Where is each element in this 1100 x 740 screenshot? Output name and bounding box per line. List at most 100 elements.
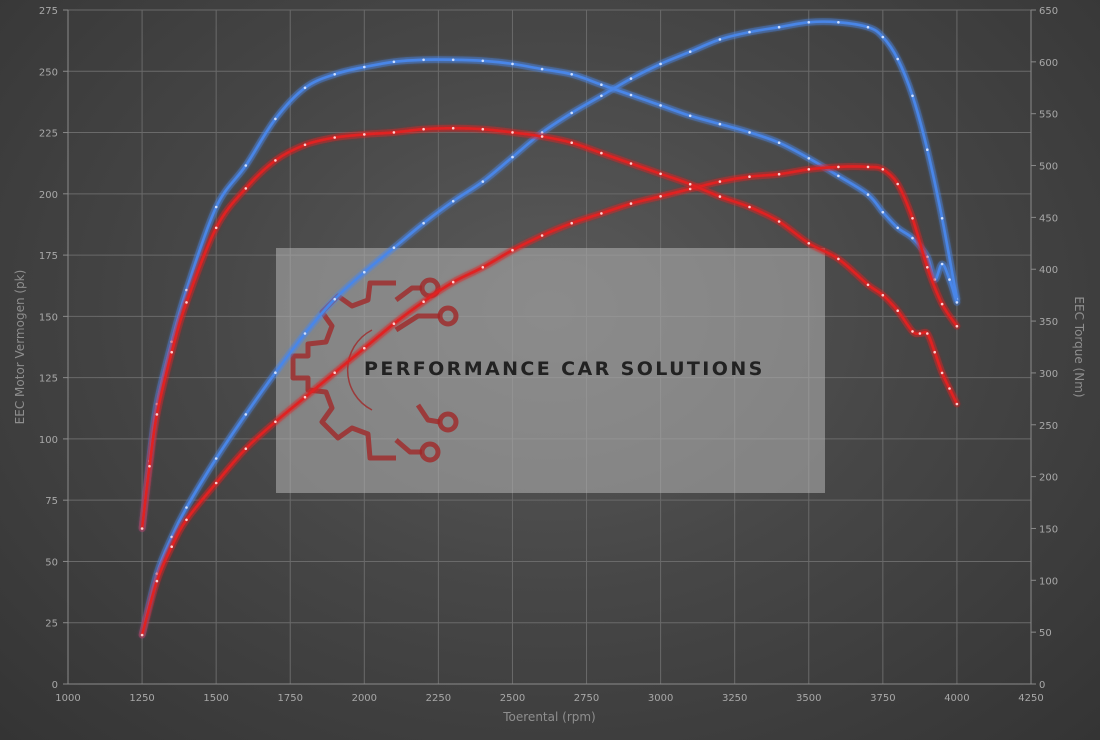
series-point <box>155 579 159 583</box>
circuit-line-3 <box>415 403 441 425</box>
y-left-axis-title: EEC Motor Vermogen (pk) <box>13 270 27 425</box>
y-right-tick-label: 450 <box>1039 213 1058 224</box>
y-left-tick-label: 225 <box>39 129 58 140</box>
series-point <box>600 212 603 215</box>
series-point <box>881 35 885 39</box>
series-point <box>748 30 751 34</box>
series-point <box>451 280 455 284</box>
series-point <box>422 221 425 225</box>
series-point <box>170 535 173 539</box>
series-2-power-red <box>138 163 961 639</box>
series-point <box>629 162 633 165</box>
y-right-tick-label: 250 <box>1039 421 1058 432</box>
series-point <box>718 195 722 198</box>
series-point <box>185 288 188 292</box>
series-point <box>244 447 248 451</box>
y-left-tick-label: 125 <box>39 374 58 385</box>
series-point <box>748 131 751 134</box>
series-point <box>333 371 337 375</box>
series-point <box>866 25 870 29</box>
series-point <box>948 278 951 281</box>
series-point <box>185 301 188 304</box>
series-point <box>540 135 544 138</box>
series-point <box>911 94 914 98</box>
series-point <box>777 141 781 144</box>
x-tick-label: 2750 <box>574 693 599 704</box>
y-right-tick-label: 550 <box>1039 110 1058 121</box>
series-point <box>481 59 485 63</box>
circuit-line-2 <box>394 313 440 333</box>
series-point <box>303 395 307 399</box>
series-point <box>155 402 159 406</box>
series-point <box>214 226 218 230</box>
series-point <box>933 278 936 281</box>
series-point <box>303 86 307 90</box>
series-point <box>896 57 899 61</box>
x-tick-label: 3500 <box>796 693 821 704</box>
x-tick-label: 1250 <box>129 693 154 704</box>
y-right-tick-label: 0 <box>1039 680 1045 691</box>
series-point <box>688 182 692 186</box>
x-tick-label: 3750 <box>870 693 895 704</box>
series-point <box>363 346 366 350</box>
y-left-tick-label: 50 <box>45 557 58 568</box>
series-point <box>155 572 159 575</box>
series-point <box>688 114 692 118</box>
series-point <box>629 93 633 97</box>
y-right-tick-label: 400 <box>1039 265 1058 276</box>
series-point <box>392 246 396 249</box>
y-left-tick-label: 100 <box>39 435 58 446</box>
series-point <box>540 131 544 134</box>
y-left-tick-label: 25 <box>45 619 58 630</box>
series-point <box>777 172 781 176</box>
series-point <box>940 371 944 375</box>
y-right-tick-label: 650 <box>1039 6 1058 17</box>
series-point <box>600 151 603 155</box>
series-point <box>392 322 396 326</box>
series-point <box>170 545 173 548</box>
y-left-tick-label: 75 <box>45 496 58 507</box>
x-tick-label: 1750 <box>278 693 303 704</box>
series-point <box>511 62 514 66</box>
x-tick-label: 3250 <box>722 693 747 704</box>
series-point <box>148 464 151 468</box>
gear-outline <box>290 280 396 461</box>
series-point <box>659 195 662 198</box>
series-point <box>896 182 899 186</box>
series-point <box>807 242 811 245</box>
series-point <box>896 309 899 313</box>
series-point <box>274 420 277 424</box>
series-point <box>600 83 603 86</box>
series-point <box>748 205 751 209</box>
series-point <box>718 180 722 183</box>
series-point <box>185 518 188 522</box>
series-point <box>481 266 485 269</box>
series-point <box>955 301 959 304</box>
series-point <box>303 332 307 335</box>
series-point <box>926 255 929 259</box>
circuit-line-1 <box>394 285 422 302</box>
series-point <box>185 506 188 509</box>
series-point <box>214 481 218 485</box>
series-point <box>511 155 514 159</box>
series-point <box>333 73 337 76</box>
x-tick-label: 4000 <box>944 693 969 704</box>
series-point <box>392 131 396 134</box>
series-point <box>940 262 944 266</box>
circuit-node-3 <box>437 411 459 433</box>
series-point <box>451 126 455 130</box>
series-point <box>688 50 692 53</box>
series-point <box>955 402 959 406</box>
gear-circuit-logo <box>290 277 459 463</box>
series-point <box>244 413 248 416</box>
series-point <box>274 159 277 162</box>
series-point <box>570 221 573 225</box>
y-right-tick-label: 150 <box>1039 524 1058 535</box>
series-point <box>570 73 573 76</box>
series-point <box>274 117 277 121</box>
series-point <box>629 77 633 80</box>
y-right-tick-label: 500 <box>1039 162 1058 173</box>
watermark-box: PERFORMANCE CAR SOLUTIONS <box>276 248 825 493</box>
